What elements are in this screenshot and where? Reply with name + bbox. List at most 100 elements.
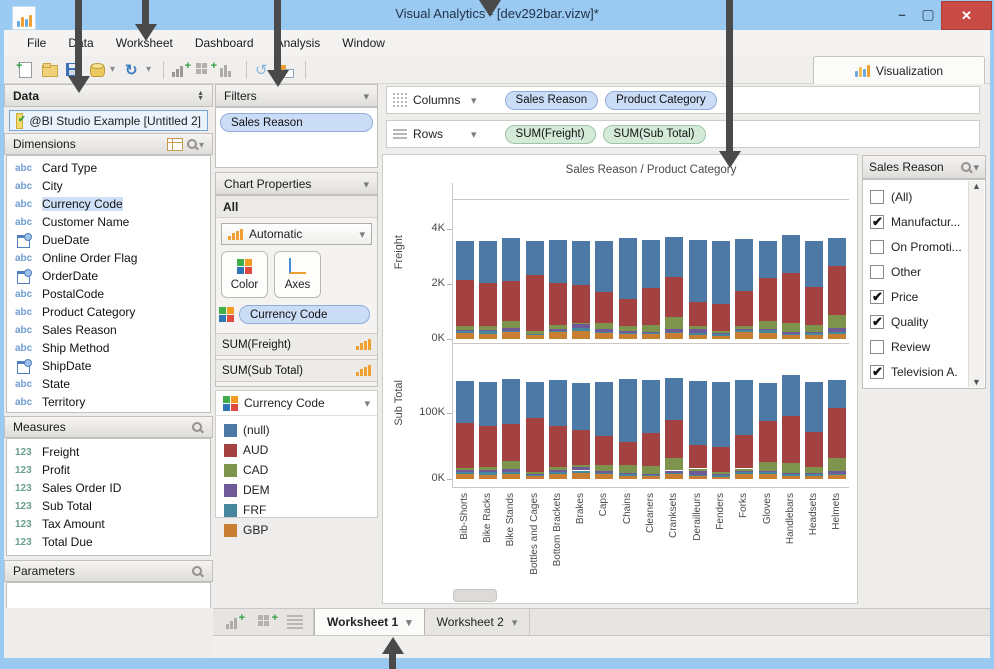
bar-segment[interactable] xyxy=(595,322,614,330)
bar-segment[interactable] xyxy=(572,382,591,430)
bar-segment[interactable] xyxy=(665,333,684,339)
filter-checkbox-item[interactable]: Television A. xyxy=(863,359,969,384)
toolbar-dropdown-caret-icon[interactable] xyxy=(110,64,120,75)
bar-segment[interactable] xyxy=(828,331,847,334)
bar-segment[interactable] xyxy=(642,473,660,475)
bar-segment[interactable] xyxy=(781,334,800,339)
bar-segment[interactable] xyxy=(595,471,614,474)
bar-segment[interactable] xyxy=(548,324,567,329)
bar-segment[interactable] xyxy=(711,336,730,339)
bar-segment[interactable] xyxy=(525,330,544,334)
bar-segment[interactable] xyxy=(525,475,544,479)
bar-segment[interactable] xyxy=(525,471,544,475)
bar-segment[interactable] xyxy=(572,323,591,328)
chart-properties-header[interactable]: Chart Properties xyxy=(215,172,378,195)
bar-segment[interactable] xyxy=(781,322,800,333)
bar-segment[interactable] xyxy=(572,284,591,323)
bar-segment[interactable] xyxy=(665,236,684,277)
checkbox[interactable] xyxy=(870,264,884,279)
bar-segment[interactable] xyxy=(665,457,684,471)
bar-segment[interactable] xyxy=(455,381,474,423)
worksheet-list-icon[interactable] xyxy=(287,615,303,629)
bar-segment[interactable] xyxy=(595,436,614,465)
bar-segment[interactable] xyxy=(595,331,614,333)
bar-segment[interactable] xyxy=(758,333,777,339)
bar-segment[interactable] xyxy=(758,474,777,479)
bar-segment[interactable] xyxy=(711,382,730,448)
bar-segment[interactable] xyxy=(525,417,544,472)
bar-segment[interactable] xyxy=(665,419,684,458)
bar-segment[interactable] xyxy=(478,471,497,475)
bar-segment[interactable] xyxy=(618,475,637,479)
minimize-button[interactable] xyxy=(889,1,915,28)
rows-caret-icon[interactable] xyxy=(471,127,477,141)
bar-segment[interactable] xyxy=(455,474,474,479)
field-row-subtotal[interactable]: SUM(Sub Total) xyxy=(215,359,378,382)
legend-header[interactable]: Currency Code xyxy=(216,391,377,416)
bar-segment[interactable] xyxy=(478,470,497,472)
bar-segment[interactable] xyxy=(688,301,707,327)
measure-item[interactable]: Freight xyxy=(7,443,210,461)
bar-segment[interactable] xyxy=(688,476,707,479)
bar-segment[interactable] xyxy=(642,334,660,339)
maximize-button[interactable] xyxy=(915,1,941,28)
bar-segment[interactable] xyxy=(735,328,754,330)
bar-segment[interactable] xyxy=(502,378,521,425)
bar-segment[interactable] xyxy=(548,426,567,467)
bar-segment[interactable] xyxy=(525,275,544,331)
measure-item[interactable]: Sub Total xyxy=(7,497,210,515)
bar-segment[interactable] xyxy=(478,333,497,339)
bar-segment[interactable] xyxy=(828,475,847,479)
bar-segment[interactable] xyxy=(665,331,684,333)
bar-segment[interactable] xyxy=(828,314,847,329)
bar-segment[interactable] xyxy=(572,473,591,479)
bar-segment[interactable] xyxy=(525,333,544,335)
dimension-item[interactable]: State xyxy=(7,375,210,393)
bar-segment[interactable] xyxy=(572,429,591,466)
bar-segment[interactable] xyxy=(711,477,730,479)
bar-segment[interactable] xyxy=(711,473,730,475)
checkbox[interactable] xyxy=(870,289,884,305)
bar-segment[interactable] xyxy=(781,333,800,335)
bar-segment[interactable] xyxy=(502,332,521,339)
bar-segment[interactable] xyxy=(711,472,730,474)
bar-segment[interactable] xyxy=(642,331,660,333)
bar-segment[interactable] xyxy=(455,279,474,327)
bar-segment[interactable] xyxy=(618,325,637,331)
bar-segment[interactable] xyxy=(455,333,474,339)
bar-segment[interactable] xyxy=(735,468,754,472)
bar-segment[interactable] xyxy=(805,474,824,476)
quick-filter-header[interactable]: Sales Reason xyxy=(862,155,986,179)
bar-segment[interactable] xyxy=(455,329,474,331)
checkbox[interactable] xyxy=(870,364,884,380)
bar-segment[interactable] xyxy=(828,380,847,408)
bar-segment[interactable] xyxy=(688,471,707,475)
bar-segment[interactable] xyxy=(688,329,707,334)
bar-segment[interactable] xyxy=(758,328,777,331)
legend-item[interactable]: (null) xyxy=(216,420,377,440)
toolbar-add-worksheet-icon[interactable]: + xyxy=(171,60,191,79)
menu-file[interactable]: File xyxy=(27,36,47,50)
bar-segment[interactable] xyxy=(805,286,824,325)
bar-segment[interactable] xyxy=(478,241,497,283)
new-worksheet-icon[interactable]: + xyxy=(225,613,245,631)
bar-segment[interactable] xyxy=(781,332,800,334)
filter-checkbox-item[interactable]: On Promoti... xyxy=(863,234,969,259)
filter-pill[interactable]: Sales Reason xyxy=(220,113,373,132)
bar-segment[interactable] xyxy=(805,331,824,334)
toolbar-add-dashboard-icon[interactable]: + xyxy=(195,60,217,79)
horizontal-scrollbar-thumb[interactable] xyxy=(453,589,497,602)
dimension-item[interactable]: Online Order Flag xyxy=(7,249,210,267)
bar-segment[interactable] xyxy=(805,325,824,332)
bar-segment[interactable] xyxy=(502,473,521,479)
bar-segment[interactable] xyxy=(455,422,474,468)
bar-segment[interactable] xyxy=(572,241,591,285)
bar-segment[interactable] xyxy=(502,330,521,333)
dimensions-search-icon[interactable] xyxy=(186,138,199,151)
bar-segment[interactable] xyxy=(758,330,777,333)
bar-segment[interactable] xyxy=(735,471,754,474)
columns-caret-icon[interactable] xyxy=(471,93,477,107)
dimension-item[interactable]: Ship Method xyxy=(7,339,210,357)
bar-segment[interactable] xyxy=(665,474,684,479)
row-pill[interactable]: SUM(Freight) xyxy=(504,124,596,144)
